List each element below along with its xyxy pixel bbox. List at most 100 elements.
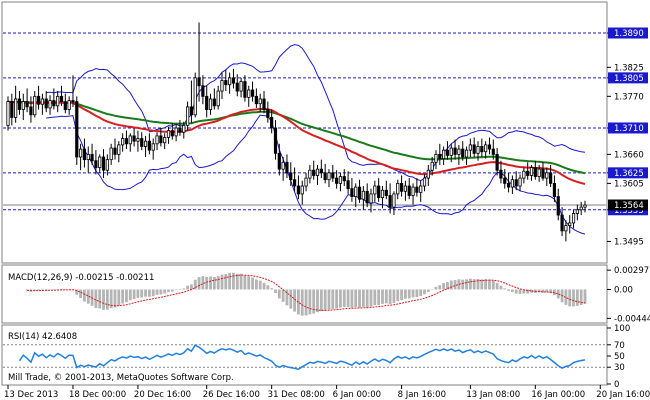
- macd-histogram-bar: [186, 285, 189, 290]
- macd-histogram-bar: [564, 289, 568, 305]
- candle-body: [396, 182, 400, 195]
- macd-histogram-bar: [289, 289, 293, 309]
- candle-body: [468, 144, 472, 151]
- candle-body: [354, 186, 358, 197]
- macd-histogram-bar: [522, 289, 526, 294]
- candle-body: [491, 148, 495, 155]
- macd-histogram-bar: [266, 285, 270, 290]
- macd-histogram-bar: [56, 289, 60, 290]
- macd-histogram-bar: [361, 289, 365, 307]
- macd-histogram-bar: [125, 289, 128, 303]
- candle-body: [266, 109, 270, 118]
- time-tick-label: 18 Dec 00:00: [69, 390, 126, 400]
- candle-body: [564, 225, 568, 232]
- macd-histogram-bar: [293, 289, 296, 312]
- candle-body: [170, 130, 174, 137]
- rsi-tick-label: 30: [614, 363, 625, 373]
- macd-signal-line: [27, 274, 586, 311]
- candle-body: [472, 144, 476, 154]
- candle-body: [537, 168, 541, 177]
- candle-body: [79, 148, 83, 158]
- macd-histogram-bar: [476, 278, 480, 290]
- candle-body: [484, 144, 488, 153]
- macd-pane-frame: [1, 264, 608, 324]
- candle-body: [262, 98, 266, 110]
- candle-body: [33, 95, 37, 116]
- rsi-tick-label: 0: [614, 380, 619, 390]
- candle-body: [411, 186, 415, 196]
- macd-histogram-bar: [530, 289, 533, 293]
- macd-histogram-bar: [232, 272, 235, 290]
- candle-body: [323, 172, 327, 181]
- macd-histogram-bar: [220, 274, 224, 290]
- candle-body: [63, 101, 67, 110]
- candle-body: [300, 185, 304, 195]
- candle-body: [399, 182, 404, 192]
- price-tick-label: 1.3605: [614, 179, 644, 189]
- macd-histogram-bar: [503, 288, 507, 290]
- candle-body: [415, 186, 419, 193]
- candle-body: [457, 148, 461, 155]
- macd-histogram-bar: [304, 289, 308, 316]
- macd-histogram-bar: [495, 282, 499, 290]
- candle-body: [552, 182, 557, 197]
- candle-body: [128, 135, 132, 145]
- macd-histogram-bar: [507, 289, 510, 291]
- level-tag-label: 1.3890: [614, 29, 644, 39]
- candle-body: [174, 127, 178, 137]
- macd-histogram-bar: [52, 289, 56, 291]
- macd-label: MACD(12,26,9) -0.00215 -0.00211: [8, 273, 154, 283]
- candle-body: [506, 182, 511, 188]
- candle-body: [419, 185, 423, 193]
- macd-histogram-bar: [377, 289, 381, 305]
- macd-histogram-bar: [48, 289, 52, 290]
- candle-body: [357, 186, 362, 200]
- candle-body: [197, 77, 201, 87]
- macd-histogram-bar: [465, 279, 468, 290]
- moving-average-slow-line: [7, 100, 586, 175]
- bollinger-lower-line: [46, 114, 586, 235]
- macd-histogram-bar: [583, 289, 587, 304]
- macd-histogram-bar: [159, 289, 163, 295]
- bollinger-upper-line: [46, 44, 586, 182]
- macd-histogram-bar: [262, 282, 266, 290]
- macd-histogram-bar: [411, 289, 415, 298]
- candle-body: [361, 190, 365, 200]
- candle-body: [205, 95, 209, 110]
- macd-histogram-bar: [128, 289, 132, 301]
- macd-histogram-bar: [251, 277, 254, 290]
- candle-body: [510, 179, 514, 188]
- macd-histogram-bar: [331, 289, 335, 309]
- macd-histogram-bar: [392, 289, 396, 303]
- macd-histogram-bar: [79, 289, 83, 299]
- macd-histogram-bar: [102, 289, 105, 310]
- candle-body: [40, 98, 44, 105]
- macd-histogram-bar: [247, 276, 251, 290]
- candle-body: [438, 153, 442, 159]
- candle-body: [124, 138, 129, 145]
- macd-histogram-bar: [140, 289, 144, 298]
- time-tick-label: 20 Jan 16:00: [596, 390, 650, 400]
- macd-histogram-bar: [442, 283, 446, 290]
- macd-histogram-bar: [170, 289, 174, 292]
- candle-body: [193, 77, 197, 116]
- candle-body: [151, 143, 155, 151]
- macd-histogram-bar: [426, 289, 430, 293]
- candle-body: [575, 209, 579, 214]
- candle-body: [384, 189, 388, 196]
- candle-body: [529, 167, 534, 176]
- macd-histogram-bar: [407, 289, 411, 299]
- candle-body: [350, 188, 354, 197]
- macd-histogram-bar: [438, 285, 442, 290]
- macd-histogram-bar: [201, 276, 205, 290]
- candle-body: [526, 170, 530, 176]
- macd-histogram-bar: [63, 289, 67, 290]
- candle-body: [499, 169, 503, 179]
- candle-body: [289, 172, 293, 181]
- candle-body: [338, 176, 343, 184]
- macd-histogram-bar: [274, 289, 277, 294]
- candle-body: [464, 149, 469, 158]
- macd-histogram-bar: [75, 289, 79, 295]
